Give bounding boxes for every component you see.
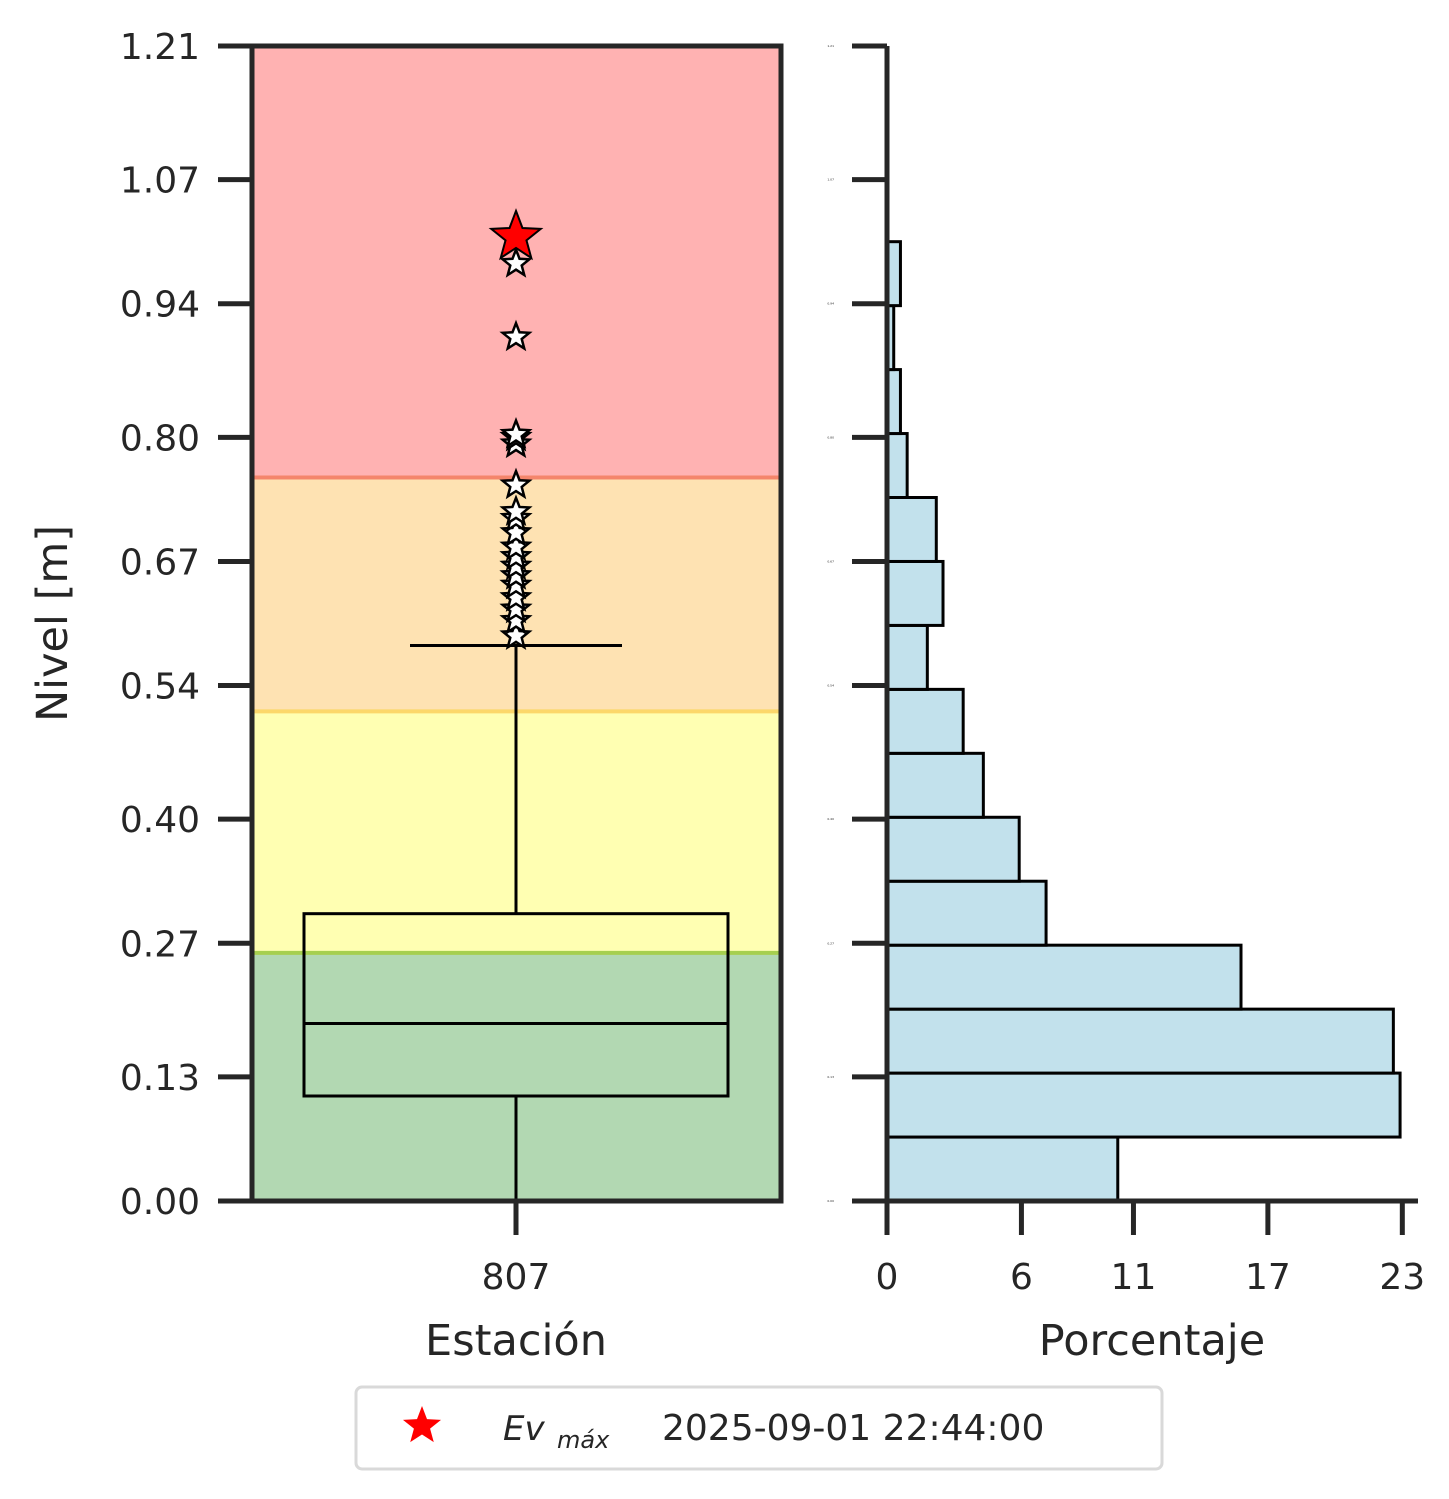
legend-timestamp: 2025-09-01 22:44:00 [662,1408,1044,1449]
legend-ev-label: Ev [503,1409,545,1449]
y-tick-label-5: 0.67 [120,542,200,583]
hist-x-tick-label-0: 0 [876,1257,899,1298]
y-tick-label-3: 0.40 [120,800,200,841]
outlier-point-7 [499,539,533,571]
legend-star-shape [402,1406,442,1443]
x-tick-label-0: 807 [482,1257,551,1298]
hist-y-tick-label-0: 0.00 [827,1199,834,1203]
outlier-point-9 [499,515,533,547]
hist-y-tick-label-8: 1.07 [827,178,834,182]
y-tick-label-0: 0.00 [120,1182,200,1223]
outlier-point-16 [499,319,533,352]
histogram-bar-0 [885,1135,1120,1203]
hist-y-tick-label-1: 0.13 [827,1075,834,1079]
outlier-point-11 [499,494,533,526]
histogram-bar-2 [885,1007,1395,1075]
histogram-bar-10 [885,496,938,563]
iqr-box [302,912,730,1098]
legend-ev-subscript: máx [557,1426,610,1454]
y-tick-label-9: 1.21 [120,27,200,68]
hist-x-tick-label-3: 17 [1245,1257,1291,1298]
y-tick-label-7: 0.94 [120,285,200,326]
hist-y-tick-label-6: 0.80 [827,435,834,439]
outlier-point-0 [499,618,533,651]
histogram-panel: 0.00 0.13 0.27 0.40 0.54 0.67 0.80 0.94 1.07 1.21… [827,43,1425,1366]
legend-star-icon [402,1406,442,1443]
histogram-bar-1 [885,1071,1402,1139]
histogram-bar-9 [885,559,945,627]
outlier-point-1 [499,603,533,635]
hist-x-tick-label-1: 6 [1010,1257,1033,1298]
histogram-bar-4 [885,879,1048,947]
outlier-point-6 [499,548,533,581]
hist-x-tick-label-4: 23 [1379,1257,1425,1298]
legend-frame [354,1385,1164,1471]
outlier-point-17 [499,246,533,278]
max-event-point [488,208,544,261]
legend: Ev máx 2025-09-01 22:44:00 [354,1385,1164,1471]
y-tick-label-2: 0.27 [120,924,200,965]
hist-y-tick-label-7: 0.94 [827,302,834,306]
hist-y-tick-label-9: 1.21 [827,44,834,48]
y-tick-label-6: 0.80 [120,418,200,459]
histogram-bar-5 [885,815,1021,883]
hist-y-tick-label-2: 0.27 [827,941,834,945]
outlier-point-4 [499,567,533,600]
y-tick-label-8: 1.07 [120,161,200,202]
outlier-point-8 [499,529,533,562]
outlier-point-12 [499,467,533,500]
histogram-bar-6 [885,751,985,819]
histogram-bar-11 [885,432,909,499]
histogram-bar-8 [885,623,929,691]
hist-y-tick-label-4: 0.54 [827,684,834,688]
hist-y-tick-label-5: 0.67 [827,559,834,563]
histogram-bar-3 [885,943,1243,1011]
x-axis-title: Estación [425,1316,607,1366]
hist-x-axis-title: Porcentaje [1039,1316,1265,1366]
hist-y-tick-label-3: 0.40 [827,817,834,821]
hist-x-tick-label-2: 11 [1111,1257,1157,1298]
boxplot-panel: 0.00 0.13 0.27 0.40 0.54 0.67 0.80 0.94 1.07 1.21… [28,27,784,1366]
outlier-point-15 [499,417,533,449]
outlier-point-5 [499,558,533,590]
y-tick-label-1: 0.13 [120,1058,200,1099]
histogram-bar-7 [885,687,965,755]
outlier-point-2 [499,591,533,624]
outlier-point-3 [499,580,533,612]
y-tick-label-4: 0.54 [120,667,200,708]
y-axis-title: Nivel [m] [28,525,78,722]
